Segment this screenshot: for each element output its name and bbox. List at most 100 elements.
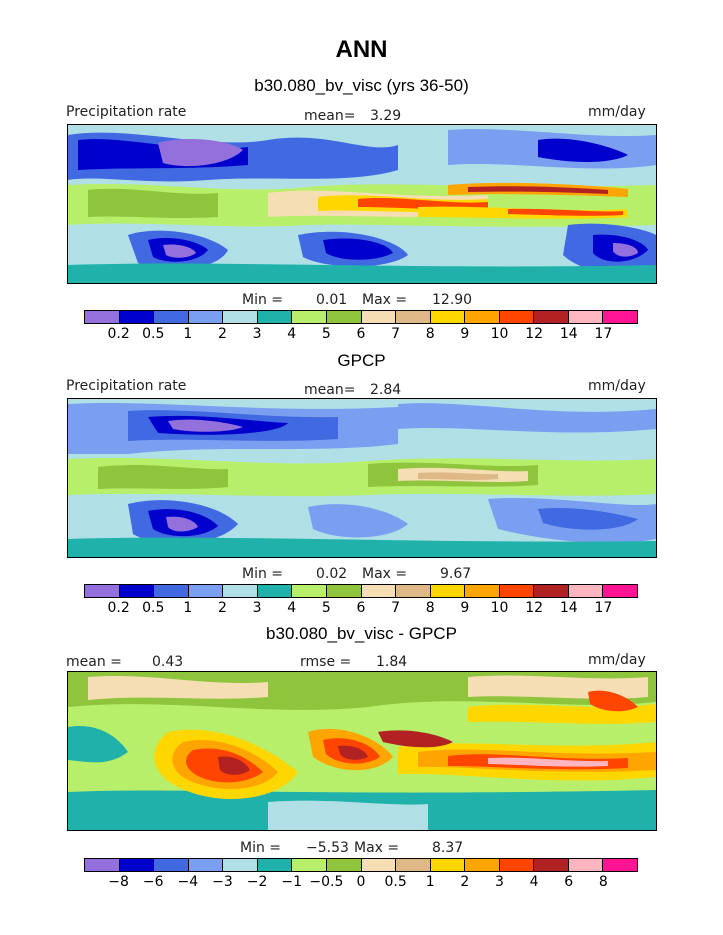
- colorbar-swatch: [499, 585, 535, 597]
- colorbar-tick-label: −6: [142, 874, 164, 890]
- colorbar-swatch: [223, 311, 258, 323]
- colorbar-swatch: [257, 311, 293, 323]
- colorbar-swatch: [603, 311, 637, 323]
- panel-2-max-label: Max =: [362, 566, 408, 582]
- colorbar-tick-label: 4: [529, 874, 539, 890]
- panel-3-colorbar: [84, 858, 638, 872]
- panel-1-mean-value: 3.29: [370, 108, 402, 124]
- colorbar-swatch: [257, 585, 293, 597]
- panel-3-units: mm/day: [588, 652, 646, 668]
- colorbar-tick-label: 1: [183, 600, 193, 616]
- colorbar-tick-label: −1: [281, 874, 303, 890]
- colorbar-swatch: [396, 859, 431, 871]
- colorbar-swatch: [396, 311, 431, 323]
- panel-1-max-label: Max =: [362, 292, 408, 308]
- colorbar-tick-label: 8: [598, 874, 608, 890]
- colorbar-swatch: [603, 585, 637, 597]
- colorbar-tick-label: 3: [252, 326, 262, 342]
- colorbar-swatch: [568, 585, 604, 597]
- colorbar-swatch: [292, 585, 327, 597]
- colorbar-tick-label: 12: [525, 600, 544, 616]
- panel-2-units: mm/day: [588, 378, 646, 394]
- colorbar-tick-label: 4: [287, 600, 297, 616]
- colorbar-tick-label: 2: [460, 874, 470, 890]
- panel-3-subtitle: b30.080_bv_visc - GPCP: [266, 624, 457, 643]
- panel-3-max-value: 8.37: [432, 840, 464, 856]
- panel-1-field-label: Precipitation rate: [66, 104, 187, 120]
- colorbar-tick-label: 10: [490, 600, 509, 616]
- panel-1-min-value: 0.01: [316, 292, 348, 308]
- colorbar-swatch: [465, 859, 500, 871]
- colorbar-tick-label: 8: [425, 600, 435, 616]
- colorbar-swatch: [257, 859, 293, 871]
- colorbar-tick-label: 8: [425, 326, 435, 342]
- colorbar-swatch: [534, 585, 569, 597]
- colorbar-tick-label: −3: [212, 874, 233, 890]
- colorbar-swatch: [119, 585, 155, 597]
- panel-1-max-value: 12.90: [432, 292, 473, 308]
- colorbar-tick-label: 12: [525, 326, 544, 342]
- colorbar-tick-label: 6: [356, 600, 366, 616]
- panel-2-mean-value: 2.84: [370, 382, 402, 398]
- panel-2-colorbar: [84, 584, 638, 598]
- panel-2-field-label: Precipitation rate: [66, 378, 187, 394]
- colorbar-swatch: [396, 585, 431, 597]
- colorbar-tick-label: 10: [490, 326, 509, 342]
- colorbar-tick-label: 14: [559, 600, 578, 616]
- colorbar-tick-label: 0.5: [142, 326, 165, 342]
- colorbar-swatch: [326, 859, 362, 871]
- colorbar-swatch: [188, 585, 224, 597]
- colorbar-swatch: [430, 585, 466, 597]
- colorbar-swatch: [430, 311, 466, 323]
- colorbar-tick-label: 3: [252, 600, 262, 616]
- colorbar-tick-label: 0.2: [107, 326, 130, 342]
- page-title: ANN: [335, 36, 388, 63]
- colorbar-tick-label: 9: [460, 600, 470, 616]
- colorbar-tick-label: 0.2: [107, 600, 130, 616]
- panel-3-map-svg: [68, 672, 656, 830]
- panel-1-units: mm/day: [588, 104, 646, 120]
- colorbar-tick-label: 0: [356, 874, 366, 890]
- colorbar-tick-label: 17: [594, 326, 613, 342]
- panel-2-min-value: 0.02: [316, 566, 348, 582]
- panel-3-rmse-value: 1.84: [376, 654, 408, 670]
- colorbar-swatch: [188, 859, 224, 871]
- panel-3-min-value: −5.53: [306, 840, 349, 856]
- panel-1-map: [67, 124, 657, 284]
- colorbar-swatch: [499, 859, 535, 871]
- colorbar-swatch: [326, 585, 362, 597]
- colorbar-tick-label: 7: [391, 600, 401, 616]
- panel-2-map: [67, 398, 657, 558]
- colorbar-tick-label: 6: [356, 326, 366, 342]
- colorbar-tick-label: −2: [246, 874, 268, 890]
- colorbar-tick-label: 0.5: [142, 600, 165, 616]
- colorbar-swatch: [465, 585, 500, 597]
- colorbar-swatch: [154, 859, 189, 871]
- colorbar-swatch: [188, 311, 224, 323]
- colorbar-tick-label: 9: [460, 326, 470, 342]
- colorbar-swatch: [223, 859, 258, 871]
- colorbar-swatch: [465, 311, 500, 323]
- panel-3-rmse-label: rmse =: [300, 654, 352, 670]
- colorbar-tick-label: 0.5: [384, 874, 407, 890]
- colorbar-tick-label: 5: [321, 600, 331, 616]
- colorbar-tick-label: 17: [594, 600, 613, 616]
- colorbar-swatch: [361, 585, 397, 597]
- panel-2-map-svg: [68, 399, 656, 557]
- colorbar-tick-label: 1: [425, 874, 435, 890]
- panel-1-colorbar-ticks: 0.2 0.5 1 2 3 4 5 6 7 8 9 10 12 14 17: [84, 326, 638, 344]
- colorbar-swatch: [361, 311, 397, 323]
- panel-1-colorbar: [84, 310, 638, 324]
- colorbar-tick-label: 2: [218, 326, 227, 342]
- panel-3-mean-label: mean =: [66, 654, 122, 670]
- colorbar-tick-label: −4: [177, 874, 199, 890]
- colorbar-swatch: [568, 859, 604, 871]
- panel-2-mean-label: mean=: [304, 382, 356, 398]
- panel-3-map: [67, 671, 657, 831]
- panel-2-subtitle: GPCP: [337, 351, 386, 370]
- colorbar-swatch: [292, 859, 327, 871]
- colorbar-tick-label: −0.5: [309, 874, 344, 890]
- colorbar-swatch: [499, 311, 535, 323]
- panel-2-max-value: 9.67: [440, 566, 472, 582]
- colorbar-tick-label: 7: [391, 326, 401, 342]
